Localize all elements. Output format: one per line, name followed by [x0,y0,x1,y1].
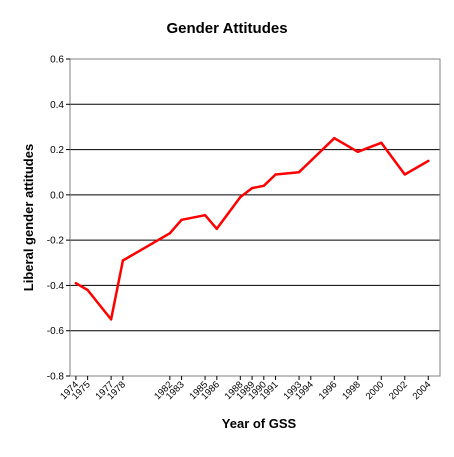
y-axis-label: Liberal gender attitudes [21,144,36,291]
data-point [297,171,301,174]
series-layer [74,136,430,321]
x-tick-label: 2004 [411,379,434,402]
data-point [74,281,78,285]
gridlines [70,58,440,377]
data-point [274,173,277,176]
plot-area-frame [69,58,441,377]
data-point [109,318,113,321]
y-tick-label: 0.6 [50,55,64,66]
y-tick-label: -0.8 [47,372,65,383]
data-point [215,227,219,231]
series-line [74,136,430,321]
y-tick-label: -0.6 [47,326,65,337]
data-point [121,259,125,262]
data-point [239,195,242,199]
y-tick-label: 0.0 [50,190,64,201]
chart-title: Gender Attitudes [166,20,287,37]
data-point [203,214,207,217]
data-point [427,159,430,163]
data-point [403,173,406,176]
y-tick-label: 0.4 [50,100,64,111]
data-point [309,159,312,163]
y-axis-ticks: 0.6 0.4 0.2 0.0 -0.2 -0.4 -0.6 -0.8 [47,55,70,383]
data-point [356,150,359,154]
x-tick-label: 2002 [387,379,410,402]
data-point [168,232,172,235]
data-point [262,184,266,187]
x-tick-label: 1996 [317,379,340,402]
x-tick-label: 2000 [364,379,387,402]
data-point [380,141,383,144]
x-tick-label: 1998 [340,379,363,402]
y-tick-label: -0.2 [47,236,65,247]
data-point [333,137,336,140]
data-point [250,186,254,190]
x-axis-label: Year of GSS [222,416,297,431]
data-point [180,218,183,221]
data-point [86,288,89,292]
y-tick-label: 0.2 [50,145,64,156]
y-tick-label: -0.4 [47,281,65,292]
